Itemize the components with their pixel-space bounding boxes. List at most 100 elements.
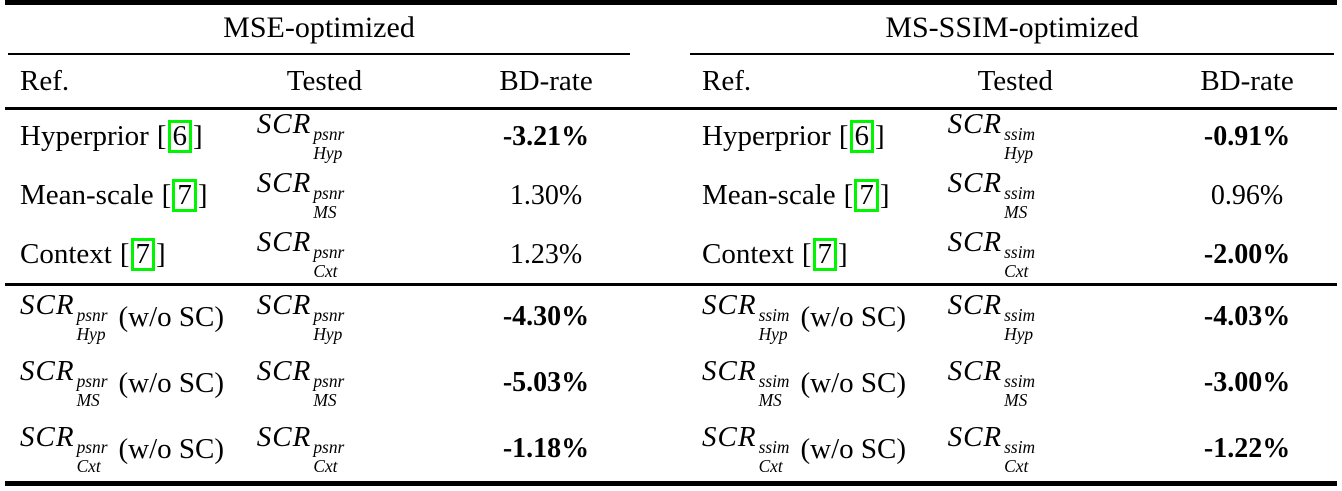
table-grid-mse: Ref. Tested BD-rate Hyperprior [6] SCR ps…	[8, 55, 630, 482]
citation: [7]	[802, 238, 848, 271]
math-scr: SCR psnr MS	[256, 354, 345, 410]
ref-suffix: (w/o SC)	[800, 366, 907, 399]
citation: [7]	[120, 238, 166, 271]
ref-cell: SCR psnr Cxt (w/o SC)	[8, 416, 257, 482]
bdrate-cell: -1.22%	[1160, 416, 1334, 482]
col-header-bdrate: BD-rate	[499, 64, 593, 97]
panel-msssim-optimized: MS-SSIM-optimized Ref. Tested BD-rate Hy…	[690, 0, 1334, 491]
bdrate-cell: 1.23%	[462, 225, 630, 284]
bdrate-cell: 0.96%	[1160, 166, 1334, 225]
citation: [7]	[162, 179, 208, 212]
math-scr: SCR psnr Cxt	[256, 420, 345, 476]
bdrate-value: -3.00%	[1203, 367, 1291, 398]
ref-suffix: (w/o SC)	[800, 300, 907, 333]
bracket-open: [	[156, 120, 167, 153]
ref-label: Context	[702, 238, 794, 270]
math-sub: Cxt	[76, 455, 101, 476]
col-header-ref: Ref.	[702, 64, 752, 97]
bottom-rule	[5, 481, 1337, 486]
header-rule	[5, 107, 1337, 110]
math-sub: Cxt	[1004, 455, 1029, 476]
citation-link[interactable]: 7	[130, 238, 156, 271]
bdrate-cell: -5.03%	[462, 350, 630, 416]
citation-link[interactable]: 7	[172, 179, 197, 212]
math-sup: ssim	[1004, 436, 1036, 457]
math-sup: psnr	[313, 436, 345, 457]
bdrate-value: -2.00%	[1203, 238, 1291, 270]
math-scr: SCR psnr Hyp	[256, 288, 345, 344]
cmidrule-msssim	[690, 53, 1334, 55]
bdrate-cell: -4.30%	[462, 284, 630, 350]
math-sub: Cxt	[313, 455, 338, 476]
math-sup: ssim	[758, 436, 790, 457]
bdrate-cell: -1.18%	[462, 416, 630, 482]
math-sup: psnr	[313, 370, 345, 391]
bdrate-value: 0.96%	[1210, 179, 1284, 211]
math-scr: SCR psnr MS	[20, 354, 108, 410]
ref-cell: SCR psnr Hyp (w/o SC)	[8, 284, 257, 350]
citation-link[interactable]: 7	[854, 179, 879, 212]
bracket-close: ]	[193, 120, 203, 153]
ref-label: Mean-scale	[20, 179, 154, 211]
tested-cell: SCR ssim MS	[948, 166, 1161, 225]
ref-cell: SCR ssim MS (w/o SC)	[690, 350, 948, 416]
citation-link[interactable]: 6	[849, 120, 875, 153]
citation-link[interactable]: 7	[812, 238, 838, 271]
bdrate-cell: -2.00%	[1160, 225, 1334, 284]
math-sub: MS	[758, 389, 782, 410]
bdrate-value: -5.03%	[502, 367, 590, 398]
math-scr: SCR psnr Cxt	[20, 420, 108, 476]
panel-mse-optimized: MSE-optimized Ref. Tested BD-rate Hyperp…	[8, 0, 630, 491]
ref-cell: SCR ssim Hyp (w/o SC)	[690, 284, 948, 350]
math-sup: ssim	[1004, 124, 1036, 145]
col-header-ref: Ref.	[20, 64, 70, 97]
math-scr: SCR ssim Hyp	[702, 288, 790, 344]
group-title-msssim: MS-SSIM-optimized	[885, 10, 1139, 44]
col-header-tested: Tested	[977, 64, 1053, 97]
bracket-open: [	[838, 120, 849, 153]
ref-suffix: (w/o SC)	[800, 432, 907, 465]
bdrate-value: -4.03%	[1203, 301, 1291, 332]
bracket-close: ]	[197, 179, 208, 212]
ref-cell: Mean-scale [7]	[8, 166, 257, 225]
math-sup: psnr	[313, 183, 345, 204]
tested-cell: SCR ssim Cxt	[948, 225, 1161, 284]
ref-suffix: (w/o SC)	[118, 366, 225, 399]
col-header-tested: Tested	[286, 64, 363, 97]
citation: [6]	[157, 120, 203, 153]
tested-cell: SCR psnr MS	[257, 166, 462, 225]
math-scr: SCR ssim Hyp	[947, 288, 1036, 344]
math-sup: psnr	[313, 124, 345, 145]
bracket-close: ]	[875, 120, 885, 153]
bdrate-value: 1.23%	[509, 238, 583, 270]
tested-cell: SCR ssim Cxt	[948, 416, 1161, 482]
group-title-mse: MSE-optimized	[223, 10, 415, 44]
citation-link[interactable]: 6	[167, 120, 193, 153]
ref-label: Hyperprior	[20, 120, 149, 152]
ref-label: Context	[20, 238, 112, 270]
math-scr: SCR ssim MS	[947, 167, 1036, 223]
ref-cell: Context [7]	[690, 225, 948, 284]
ref-cell: Mean-scale [7]	[690, 166, 948, 225]
bdrate-value: -1.18%	[502, 433, 590, 464]
math-sub: MS	[76, 389, 100, 410]
math-sup: ssim	[758, 304, 790, 325]
ref-label: Hyperprior	[702, 120, 831, 152]
math-sub: Hyp	[313, 323, 343, 344]
ref-cell: Hyperprior [6]	[690, 107, 948, 166]
bdrate-value: -0.91%	[1203, 120, 1291, 152]
top-rule	[5, 0, 1337, 5]
col-header-bdrate: BD-rate	[1200, 64, 1294, 97]
bracket-open: [	[119, 238, 130, 271]
tested-cell: SCR psnr Cxt	[257, 225, 462, 284]
bdrate-cell: -3.21%	[462, 107, 630, 166]
bracket-open: [	[843, 179, 854, 212]
math-scr: SCR ssim Cxt	[702, 420, 790, 476]
math-scr: SCR ssim Cxt	[947, 226, 1036, 282]
tested-cell: SCR ssim MS	[948, 350, 1161, 416]
math-sup: ssim	[1004, 304, 1036, 325]
ref-cell: Context [7]	[8, 225, 257, 284]
bracket-close: ]	[879, 179, 890, 212]
tested-cell: SCR psnr Hyp	[257, 284, 462, 350]
math-sub: Hyp	[313, 143, 343, 164]
